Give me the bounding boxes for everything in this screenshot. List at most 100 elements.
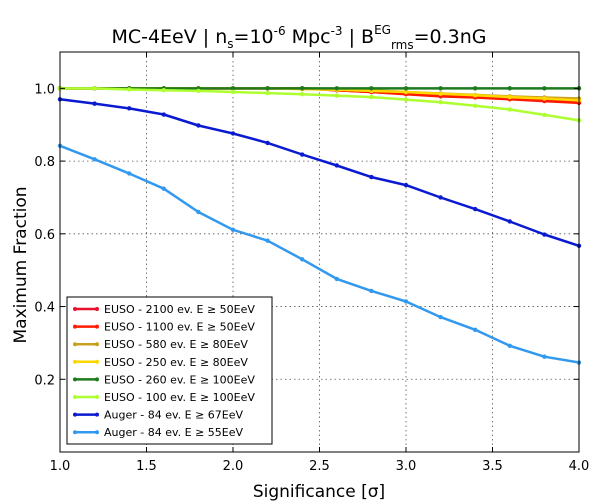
data-point bbox=[230, 89, 236, 95]
data-point bbox=[507, 219, 512, 224]
data-point bbox=[265, 86, 270, 91]
legend-swatch-dot bbox=[73, 324, 77, 329]
chart-title: MC-4EeV | ns=10-6 Mpc-3 | BEGrms=0.3nG bbox=[111, 23, 486, 52]
data-point bbox=[438, 195, 443, 200]
data-point bbox=[438, 314, 443, 320]
data-point bbox=[92, 157, 97, 162]
x-tick-label: 1.0 bbox=[50, 459, 71, 474]
data-point bbox=[542, 86, 547, 91]
data-point bbox=[542, 232, 547, 237]
data-point bbox=[473, 206, 478, 212]
y-tick-label: 1.0 bbox=[34, 82, 55, 97]
data-point bbox=[196, 209, 201, 215]
data-point bbox=[127, 106, 132, 111]
data-point bbox=[196, 123, 201, 128]
data-point bbox=[265, 140, 270, 146]
data-point bbox=[403, 299, 409, 304]
data-point bbox=[300, 91, 305, 97]
legend-label: Auger - 84 ev. E ≥ 67EeV bbox=[104, 409, 244, 422]
data-point bbox=[334, 93, 339, 98]
legend-swatch-dot bbox=[95, 412, 99, 417]
ticks: 1.0 1.5 2.0 2.5 3.0 3.5 4.0 0.2 0.4 0.6 0.8 1.0 bbox=[34, 52, 589, 474]
legend-swatch-dot bbox=[95, 377, 99, 382]
legend: EUSO - 2100 ev. E ≥ 50EeV EUSO - 1100 ev.… bbox=[66, 296, 273, 445]
legend-swatch-dot bbox=[73, 307, 77, 311]
legend-swatch-dot bbox=[73, 359, 77, 364]
legend-label: EUSO - 100 ev. E ≥ 100EeV bbox=[104, 391, 255, 404]
y-tick-label: 0.6 bbox=[34, 228, 55, 243]
series-line bbox=[59, 98, 580, 247]
series-layer bbox=[57, 86, 582, 365]
legend-swatch-dot bbox=[95, 430, 99, 435]
data-point bbox=[230, 131, 236, 136]
legend-swatch-dot bbox=[95, 307, 99, 311]
data-point bbox=[161, 87, 166, 93]
title-eq1: =10 bbox=[234, 26, 274, 48]
data-point bbox=[300, 152, 305, 157]
data-point bbox=[300, 257, 305, 262]
legend-swatch-dot bbox=[73, 377, 77, 382]
legend-swatch-dot bbox=[73, 430, 77, 435]
data-point bbox=[300, 86, 305, 91]
legend-swatch-dot bbox=[73, 395, 77, 399]
legend-label: EUSO - 260 ev. E ≥ 100EeV bbox=[104, 373, 255, 386]
data-point bbox=[127, 171, 132, 176]
y-tick-label: 0.8 bbox=[34, 155, 55, 170]
data-point bbox=[473, 327, 478, 333]
data-point bbox=[438, 86, 443, 91]
data-point bbox=[196, 88, 201, 94]
data-point bbox=[369, 94, 374, 100]
legend-label: Auger - 84 ev. E ≥ 55EeV bbox=[104, 426, 244, 439]
title-b-sub: rms bbox=[391, 38, 414, 52]
data-point bbox=[507, 107, 512, 112]
y-axis-label: Maximum Fraction bbox=[11, 186, 31, 343]
data-point bbox=[334, 163, 339, 168]
data-point bbox=[403, 182, 409, 188]
title-sep: | B bbox=[343, 26, 375, 48]
data-point bbox=[403, 86, 409, 91]
legend-box bbox=[66, 296, 273, 445]
title-n-sub: s bbox=[227, 37, 233, 51]
x-tick-label: 2.5 bbox=[309, 459, 330, 474]
data-point bbox=[473, 93, 478, 98]
title-exp: -6 bbox=[274, 24, 286, 38]
legend-label: EUSO - 250 ev. E ≥ 80EeV bbox=[104, 356, 248, 369]
x-tick-label: 3.5 bbox=[482, 459, 503, 474]
title-unit: Mpc bbox=[286, 26, 331, 48]
data-point bbox=[92, 101, 97, 106]
title-unit-exp: -3 bbox=[331, 24, 343, 38]
x-tick-label: 4.0 bbox=[569, 459, 590, 474]
data-point bbox=[127, 87, 132, 92]
legend-swatch-dot bbox=[73, 342, 77, 347]
data-point bbox=[507, 94, 512, 100]
data-point bbox=[403, 89, 409, 95]
title-prefix: MC-4EeV | n bbox=[111, 26, 227, 48]
data-point bbox=[438, 91, 443, 97]
legend-swatch-dot bbox=[73, 412, 77, 417]
series-line bbox=[59, 144, 580, 364]
data-point bbox=[507, 86, 512, 91]
data-point bbox=[542, 96, 547, 101]
legend-swatch-dot bbox=[95, 324, 99, 329]
data-point bbox=[507, 343, 512, 349]
data-point bbox=[265, 238, 270, 243]
title-eq2: =0.3nG bbox=[414, 26, 487, 48]
data-point bbox=[438, 99, 443, 105]
data-point bbox=[334, 276, 339, 282]
x-tick-label: 3.0 bbox=[396, 459, 417, 474]
data-point bbox=[403, 97, 409, 102]
legend-swatch-dot bbox=[95, 395, 99, 399]
data-point bbox=[473, 86, 478, 91]
data-point bbox=[542, 354, 547, 359]
data-point bbox=[369, 288, 374, 294]
title-b-sup: EG bbox=[374, 23, 391, 37]
data-point bbox=[92, 86, 97, 91]
legend-label: EUSO - 1100 ev. E ≥ 50EeV bbox=[104, 321, 255, 334]
data-point bbox=[542, 112, 547, 118]
x-tick-label: 2.0 bbox=[223, 459, 244, 474]
data-point bbox=[473, 103, 478, 109]
data-point bbox=[161, 186, 166, 191]
y-tick-label: 0.2 bbox=[34, 373, 55, 388]
series-line bbox=[60, 87, 580, 122]
